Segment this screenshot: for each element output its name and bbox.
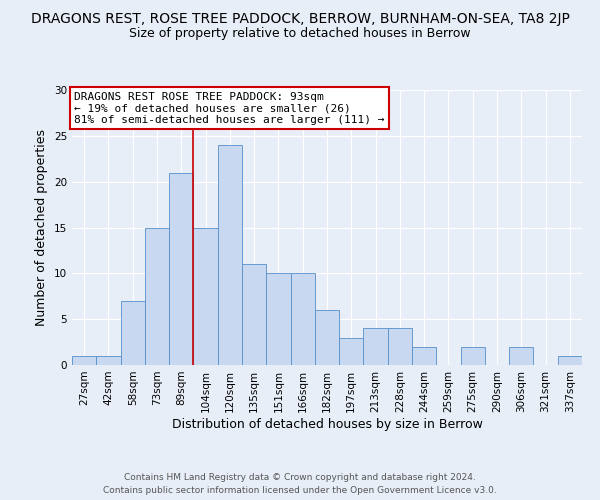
Text: DRAGONS REST, ROSE TREE PADDOCK, BERROW, BURNHAM-ON-SEA, TA8 2JP: DRAGONS REST, ROSE TREE PADDOCK, BERROW,… xyxy=(31,12,569,26)
Text: Contains HM Land Registry data © Crown copyright and database right 2024.
Contai: Contains HM Land Registry data © Crown c… xyxy=(103,474,497,495)
Bar xyxy=(364,328,388,365)
Bar xyxy=(509,346,533,365)
Y-axis label: Number of detached properties: Number of detached properties xyxy=(35,129,49,326)
Bar xyxy=(193,228,218,365)
Bar xyxy=(121,301,145,365)
Text: DRAGONS REST ROSE TREE PADDOCK: 93sqm
← 19% of detached houses are smaller (26)
: DRAGONS REST ROSE TREE PADDOCK: 93sqm ← … xyxy=(74,92,385,125)
Bar xyxy=(169,172,193,365)
Bar xyxy=(315,310,339,365)
Bar xyxy=(412,346,436,365)
Bar xyxy=(461,346,485,365)
Bar xyxy=(242,264,266,365)
X-axis label: Distribution of detached houses by size in Berrow: Distribution of detached houses by size … xyxy=(172,418,482,430)
Bar xyxy=(339,338,364,365)
Bar xyxy=(290,274,315,365)
Bar xyxy=(72,356,96,365)
Text: Size of property relative to detached houses in Berrow: Size of property relative to detached ho… xyxy=(129,28,471,40)
Bar xyxy=(96,356,121,365)
Bar xyxy=(388,328,412,365)
Bar xyxy=(558,356,582,365)
Bar xyxy=(218,145,242,365)
Bar xyxy=(266,274,290,365)
Bar xyxy=(145,228,169,365)
